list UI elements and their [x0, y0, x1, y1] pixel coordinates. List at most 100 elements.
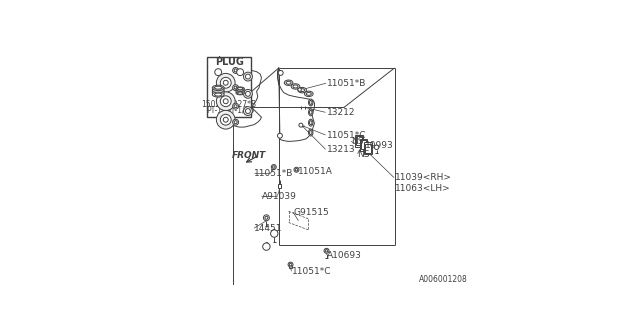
Ellipse shape	[308, 99, 313, 106]
Text: 2: 2	[238, 69, 243, 75]
Ellipse shape	[308, 129, 313, 136]
Text: 11051A: 11051A	[298, 167, 333, 176]
Circle shape	[298, 88, 301, 92]
Bar	[360, 139, 367, 150]
Text: A006001208: A006001208	[419, 275, 468, 284]
Circle shape	[246, 92, 250, 96]
Circle shape	[243, 107, 252, 116]
Ellipse shape	[305, 91, 313, 97]
Text: 11051*B: 11051*B	[327, 79, 366, 89]
Bar	[364, 142, 372, 154]
Circle shape	[233, 119, 239, 125]
Ellipse shape	[300, 89, 305, 92]
Text: 11063<LH>: 11063<LH>	[394, 184, 451, 193]
Circle shape	[234, 121, 237, 124]
Text: 15027*A: 15027*A	[202, 100, 235, 109]
Text: 1: 1	[264, 242, 269, 251]
Text: 15027*B: 15027*B	[223, 100, 257, 109]
Circle shape	[233, 68, 239, 73]
Circle shape	[243, 89, 252, 98]
Ellipse shape	[307, 92, 311, 95]
Circle shape	[264, 215, 269, 221]
Ellipse shape	[212, 87, 224, 92]
Bar	[360, 140, 367, 149]
Circle shape	[246, 108, 250, 114]
Circle shape	[262, 243, 270, 250]
Ellipse shape	[237, 92, 243, 94]
Bar	[278, 184, 282, 188]
Text: A10693: A10693	[327, 251, 362, 260]
Circle shape	[273, 232, 276, 235]
Bar	[355, 135, 363, 147]
Text: 11051*B: 11051*B	[254, 169, 294, 179]
Text: A91039: A91039	[262, 192, 296, 201]
Circle shape	[294, 167, 299, 172]
Circle shape	[299, 123, 303, 127]
Circle shape	[223, 99, 228, 104]
Ellipse shape	[284, 80, 293, 85]
Circle shape	[216, 92, 235, 111]
Circle shape	[325, 250, 328, 252]
Text: 13212: 13212	[327, 108, 355, 117]
Ellipse shape	[308, 109, 313, 116]
Ellipse shape	[236, 92, 244, 95]
Text: 2: 2	[272, 229, 276, 238]
Ellipse shape	[298, 87, 307, 93]
Circle shape	[215, 69, 221, 76]
Ellipse shape	[291, 84, 300, 89]
Text: 10993: 10993	[364, 141, 393, 150]
Circle shape	[233, 103, 239, 109]
Text: 13213: 13213	[327, 145, 355, 154]
Ellipse shape	[310, 121, 312, 124]
Ellipse shape	[236, 87, 244, 90]
Ellipse shape	[236, 88, 244, 92]
Ellipse shape	[237, 88, 243, 90]
Text: FRONT: FRONT	[232, 151, 266, 160]
Circle shape	[278, 70, 283, 75]
Circle shape	[246, 74, 250, 79]
Ellipse shape	[308, 119, 313, 126]
Text: 1: 1	[216, 69, 220, 75]
Circle shape	[216, 110, 235, 129]
Bar	[207, 57, 251, 117]
Text: 14451: 14451	[254, 224, 283, 233]
Ellipse shape	[310, 110, 312, 114]
Ellipse shape	[310, 100, 312, 104]
Text: 11051*C: 11051*C	[327, 131, 366, 140]
Circle shape	[324, 248, 329, 253]
Circle shape	[216, 73, 235, 92]
Text: G91515: G91515	[294, 208, 329, 217]
Ellipse shape	[212, 89, 224, 93]
Ellipse shape	[293, 85, 298, 88]
Text: NS: NS	[358, 150, 370, 159]
Text: NS: NS	[351, 137, 364, 146]
Bar	[365, 144, 371, 153]
Circle shape	[295, 169, 298, 171]
Circle shape	[271, 230, 278, 237]
Circle shape	[273, 166, 275, 168]
Text: PT-1/16: PT-1/16	[226, 105, 254, 114]
Circle shape	[243, 72, 252, 81]
Text: PT-1/8: PT-1/8	[207, 105, 230, 114]
Circle shape	[288, 262, 293, 267]
Ellipse shape	[212, 90, 224, 95]
Ellipse shape	[212, 85, 224, 90]
Text: 11051*C: 11051*C	[292, 267, 332, 276]
Circle shape	[220, 114, 231, 125]
Circle shape	[265, 216, 268, 219]
Ellipse shape	[236, 90, 244, 93]
Circle shape	[289, 263, 292, 266]
Ellipse shape	[214, 86, 222, 89]
Ellipse shape	[214, 93, 222, 96]
Circle shape	[223, 80, 228, 85]
Ellipse shape	[212, 92, 224, 97]
Text: 11039<RH>: 11039<RH>	[394, 173, 452, 182]
Circle shape	[233, 85, 239, 91]
Ellipse shape	[310, 131, 312, 134]
Circle shape	[271, 164, 276, 170]
Circle shape	[278, 133, 282, 138]
Circle shape	[234, 69, 237, 72]
Circle shape	[234, 86, 237, 89]
Circle shape	[237, 69, 244, 76]
Bar	[289, 265, 292, 268]
